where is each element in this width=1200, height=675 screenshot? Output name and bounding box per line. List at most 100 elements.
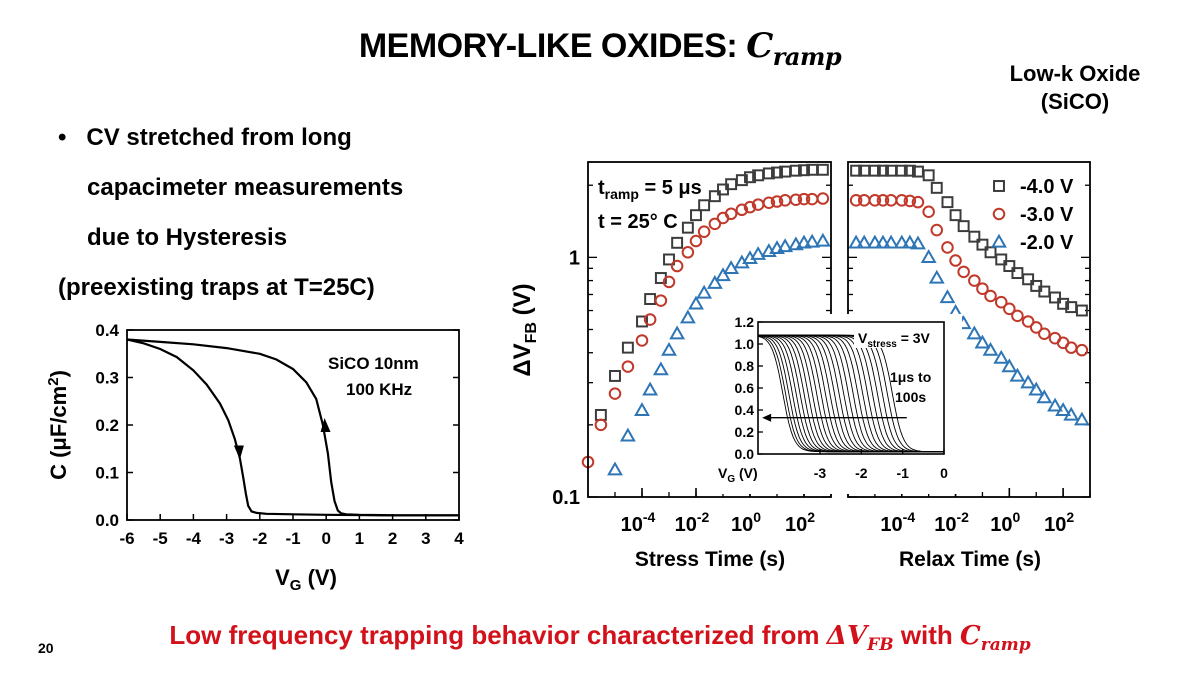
bullet-line-2: capacimeter measurements [87, 174, 404, 201]
relax-data-point [1073, 411, 1090, 426]
stress-data-point [621, 360, 635, 373]
stress-data-point [681, 221, 694, 234]
cv-chart: -6 -5 -4 -3 -2 -1 0 1 2 3 4 0.0 0.1 0.2 0.3 0.4 SiCO 10… [45, 321, 464, 594]
inset-xtick-label: -3 [814, 465, 827, 481]
relax-data-point [1047, 397, 1063, 412]
relax-xlabel: Relax Time (s) [899, 548, 1041, 571]
inset-frame [757, 321, 945, 455]
relax-data-point [993, 349, 1010, 364]
relax-data-point [893, 234, 910, 249]
relax-data-point [1009, 367, 1026, 382]
inset-ytick-label: 1.2 [735, 314, 755, 330]
stress-data-point [688, 295, 704, 310]
stress-xlabel: Stress Time (s) [635, 548, 785, 571]
dvfb-chart: 10-4 10-2 100 102 10-4 10-2 100 102 0.1 1 tramp =… [509, 161, 1091, 571]
stress-data-point [696, 284, 713, 299]
oxide-label: Low-k Oxide (SiCO) [1009, 61, 1141, 114]
cv-xtick-label: -6 [119, 529, 134, 548]
cv-ytick-label: 0.4 [95, 321, 119, 340]
relax-xtick-label: 102 [1044, 509, 1074, 536]
relax-data-point [1063, 406, 1080, 421]
relax-data-point [984, 246, 997, 259]
stress-data-point [594, 408, 607, 421]
relax-data-point [848, 234, 865, 249]
stress-data-point [608, 387, 622, 400]
stress-data-point [663, 253, 675, 266]
inset-annotation-vstress: Vstress = 3V [858, 330, 931, 350]
relax-data-point [928, 269, 945, 284]
relax-data-point [1003, 302, 1016, 316]
page-title: MEMORY-LIKE OXIDES: Cramp [358, 26, 842, 71]
stress-data-point [762, 196, 776, 210]
cv-ytick-label: 0.1 [95, 464, 119, 483]
relax-data-point [901, 234, 918, 249]
relax-data-point [1020, 374, 1037, 389]
stress-data-point [735, 174, 748, 187]
stress-data-point [715, 267, 731, 282]
stress-data-point [643, 313, 657, 326]
stress-data-point [804, 233, 821, 248]
relax-data-point [1001, 358, 1018, 373]
relax-data-point [1029, 321, 1043, 334]
inset-ytick-label: 1.0 [735, 336, 755, 352]
relax-data-point [903, 164, 916, 177]
relax-data-point [1011, 267, 1024, 280]
relax-data-point [941, 196, 954, 209]
cv-ytick-label: 0.2 [95, 416, 119, 435]
dvfb-ytick-label: 1 [569, 247, 580, 269]
relax-data-point [957, 220, 970, 233]
title-math: Cramp [746, 26, 842, 71]
legend-label: -4.0 V [1020, 176, 1074, 198]
stress-data-point [642, 381, 659, 396]
inset-annotation-bg [854, 328, 940, 348]
stress-data-point [652, 361, 669, 376]
cv-xtick-label: 2 [388, 529, 397, 548]
stress-xtick-label: 100 [731, 509, 761, 536]
relax-data-point [995, 253, 1008, 266]
stress-data-point [654, 294, 668, 307]
relax-data-point [976, 282, 989, 295]
inset-ytick-label: 0.0 [735, 446, 755, 462]
cv-xtick-label: -2 [252, 529, 267, 548]
inset-annotation-range-1: 1μs to [890, 369, 931, 385]
stress-data-point [762, 167, 775, 180]
relax-data-point [984, 289, 997, 303]
relax-data-point [957, 265, 970, 279]
stress-data-point [681, 246, 695, 259]
page-number: 20 [38, 640, 54, 656]
relax-data-point [982, 341, 999, 356]
bullet-line-1: • CV stretched from long [58, 124, 352, 151]
stress-data-point [770, 195, 784, 208]
cv-ylabel: C (μF/cm2) [45, 370, 71, 480]
relax-data-point [1064, 341, 1078, 354]
cv-xtick-label: 3 [421, 529, 430, 548]
stress-data-point [777, 238, 794, 253]
relax-data-point [1057, 297, 1070, 310]
relax-data-point [1036, 389, 1053, 404]
stress-data-point [789, 193, 803, 206]
bullet-line-3: due to Hysteresis [87, 224, 288, 251]
relax-data-point [1038, 327, 1051, 341]
stress-xtick-label: 10-2 [675, 509, 710, 536]
stress-data-point [798, 164, 810, 177]
relax-data-point [1049, 291, 1061, 304]
inset-ytick-label: 0.4 [735, 402, 755, 418]
inset-ytick-label: 0.2 [735, 424, 755, 440]
relax-data-point [1055, 402, 1072, 416]
relax-data-point [1075, 304, 1088, 317]
inset-annotation-range-2: 100s [895, 389, 926, 405]
stress-data-point [708, 190, 721, 203]
relax-xtick-label: 10-4 [880, 509, 915, 536]
relax-data-point [941, 241, 954, 254]
stress-data-point [743, 200, 757, 214]
legend: -4.0 V -3.0 V -2.0 V [991, 176, 1074, 254]
stress-data-point [814, 232, 831, 247]
relax-data-point [849, 194, 863, 207]
relax-data-point [1028, 381, 1045, 396]
stress-xtick-label: 102 [785, 509, 815, 536]
stress-data-point [644, 293, 657, 306]
stress-annotation-temp: t = 25° C [598, 211, 678, 233]
relax-data-point [922, 169, 935, 182]
cv-annotation-2: 100 KHz [346, 380, 412, 399]
cv-curve-down [126, 338, 459, 517]
